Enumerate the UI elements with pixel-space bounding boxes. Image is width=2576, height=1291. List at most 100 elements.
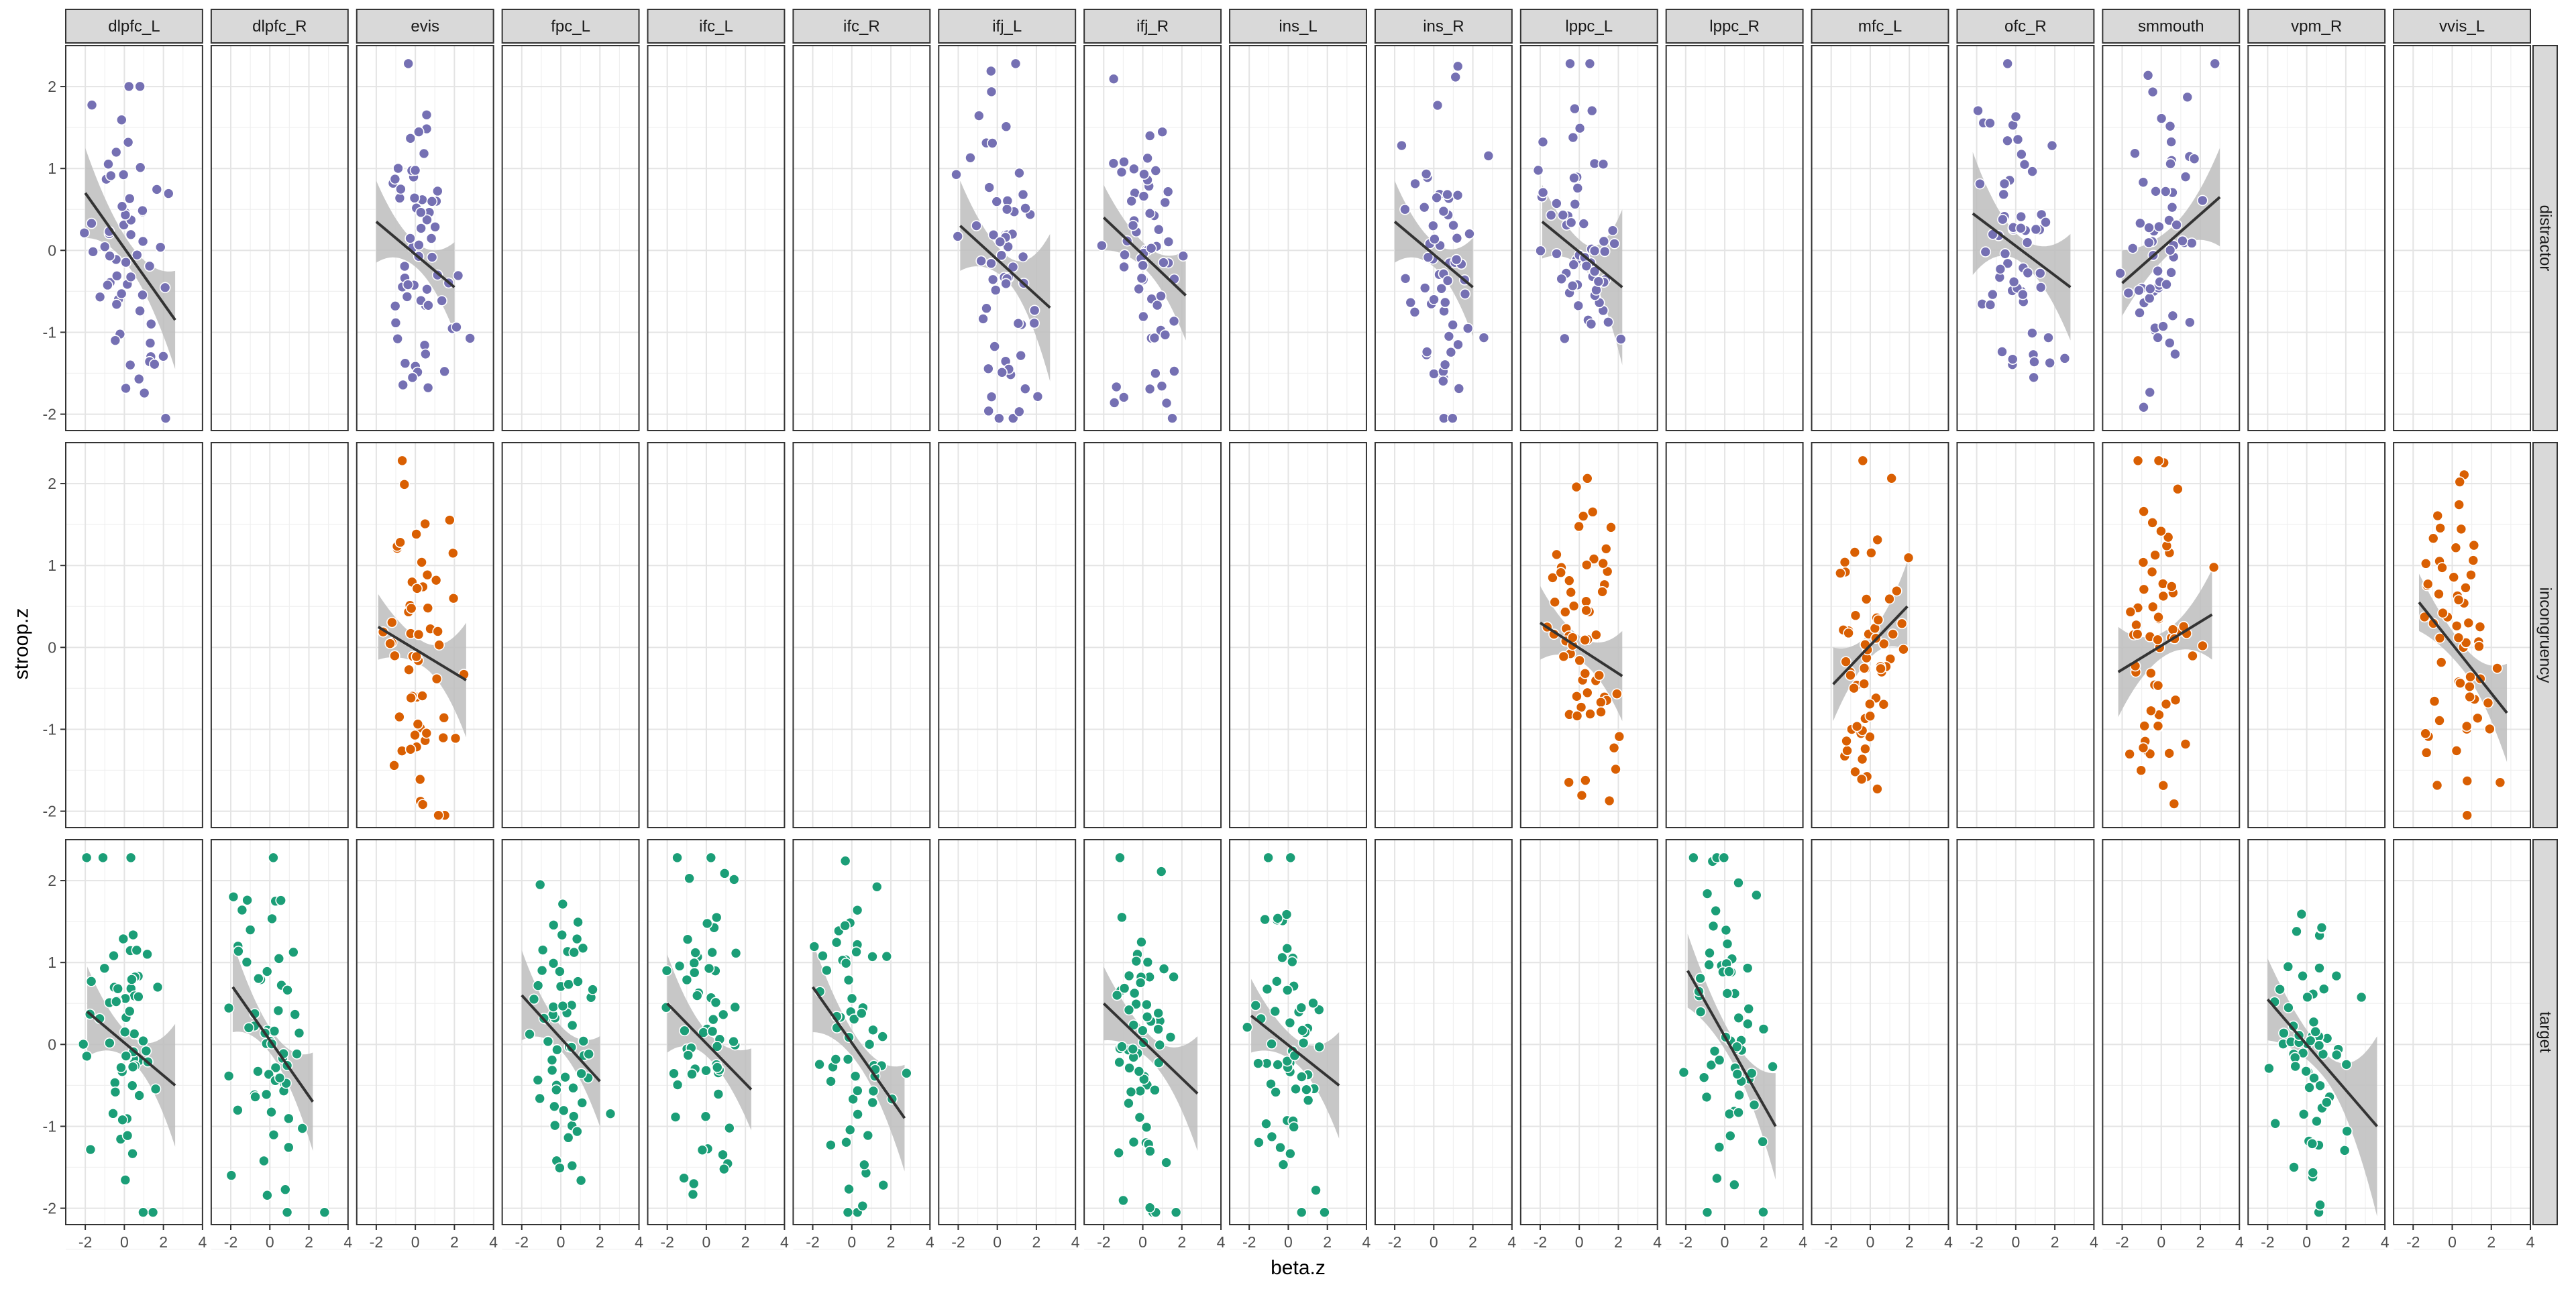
panel-background (1957, 840, 2094, 1225)
scatter-point (1572, 300, 1585, 312)
scatter-point (1563, 575, 1575, 587)
scatter-point (1891, 585, 1902, 597)
scatter-point (2019, 159, 2031, 170)
scatter-point (2166, 201, 2178, 213)
panel-border (1811, 442, 1949, 828)
scatter-point (572, 976, 584, 987)
scatter-point (1163, 236, 1175, 247)
scatter-point (696, 1144, 708, 1156)
scatter-point (849, 1070, 861, 1082)
scatter-point (1972, 105, 1984, 117)
scatter-point (2464, 691, 2475, 703)
scatter-point (1010, 58, 1022, 70)
panel-background (1520, 840, 1658, 1225)
row-strip-label: incongruency (2536, 587, 2555, 683)
scatter-point (2434, 632, 2446, 644)
scatter-point (137, 235, 149, 247)
row-strip (2532, 45, 2558, 431)
scatter-point (103, 158, 114, 170)
scatter-point (260, 1088, 272, 1101)
scatter-point (405, 692, 417, 704)
scatter-point (1858, 678, 1870, 689)
scatter-point (123, 192, 136, 205)
confidence-band (2122, 148, 2220, 317)
scatter-point (700, 1064, 712, 1076)
scatter-point (572, 916, 584, 928)
scatter-point (116, 201, 128, 213)
panel-border (1083, 45, 1222, 431)
panel-background (356, 443, 494, 828)
scatter-point (1123, 970, 1135, 982)
scatter-point (2310, 1026, 2321, 1037)
scatter-point (2482, 697, 2494, 709)
scatter-point (2138, 401, 2149, 413)
scatter-point (1586, 105, 1598, 117)
scatter-point (279, 1184, 291, 1196)
scatter-point (1032, 390, 1044, 402)
column-strip-label: mfc_L (1858, 17, 1902, 36)
scatter-point (225, 1170, 237, 1181)
scatter-point (1733, 1089, 1745, 1101)
scatter-point (2028, 372, 2039, 384)
scatter-point (2125, 606, 2137, 618)
panel-border (2102, 45, 2241, 431)
y-tick-label: -1 (43, 720, 56, 738)
scatter-point (1994, 264, 2006, 275)
scatter-point (681, 974, 693, 986)
scatter-point (1872, 614, 1884, 626)
scatter-point (2008, 276, 2020, 288)
scatter-point (1161, 397, 1173, 409)
scatter-point (127, 1061, 139, 1073)
scatter-point (1133, 283, 1144, 295)
scatter-point (1165, 1031, 1177, 1043)
panel-border (210, 442, 349, 828)
scatter-point (1319, 1206, 1330, 1218)
x-tick-label: -2 (370, 1233, 383, 1251)
scatter-point (971, 220, 982, 231)
scatter-point (2145, 705, 2157, 717)
scatter-point (1144, 1202, 1156, 1214)
scatter-point (1607, 225, 1619, 237)
scatter-point (416, 557, 427, 568)
scatter-point (1532, 164, 1544, 176)
scatter-point (843, 1183, 855, 1195)
scatter-point (99, 962, 111, 974)
scatter-point (411, 528, 422, 540)
panel-background (647, 443, 785, 828)
scatter-point (409, 729, 421, 741)
column-strip-label: ifj_L (992, 17, 1022, 36)
scatter-point (2165, 267, 2177, 278)
scatter-point (2436, 562, 2448, 573)
panel-border (356, 442, 494, 828)
scatter-point (418, 148, 430, 160)
scatter-point (1610, 763, 1621, 775)
scatter-point (546, 1054, 558, 1066)
scatter-point (78, 227, 91, 239)
scatter-point (1450, 71, 1462, 83)
x-tick-label: 0 (2448, 1233, 2457, 1251)
scatter-point (102, 279, 113, 291)
scatter-point (2142, 70, 2154, 81)
scatter-point (2461, 775, 2473, 787)
row-strip (2532, 839, 2558, 1225)
x-tick-label: -2 (1097, 1233, 1110, 1251)
y-tick-label: -1 (43, 323, 56, 341)
scatter-point (1116, 166, 1128, 178)
scatter-point (1429, 233, 1440, 245)
scatter-point (669, 1111, 682, 1123)
scatter-point (2035, 282, 2047, 293)
confidence-band (1540, 585, 1623, 722)
scatter-point (985, 86, 998, 98)
x-tick-label: -2 (1824, 1233, 1837, 1251)
scatter-point (281, 1206, 293, 1218)
scatter-point (2454, 476, 2466, 488)
panel-background (793, 443, 930, 828)
scatter-point (1452, 189, 1464, 201)
scatter-point (2290, 1060, 2301, 1072)
scatter-point (867, 1024, 879, 1036)
column-strip-label: smmouth (2138, 17, 2204, 36)
scatter-point (1431, 192, 1442, 204)
scatter-point (2463, 617, 2475, 629)
scatter-point (1157, 126, 1168, 137)
